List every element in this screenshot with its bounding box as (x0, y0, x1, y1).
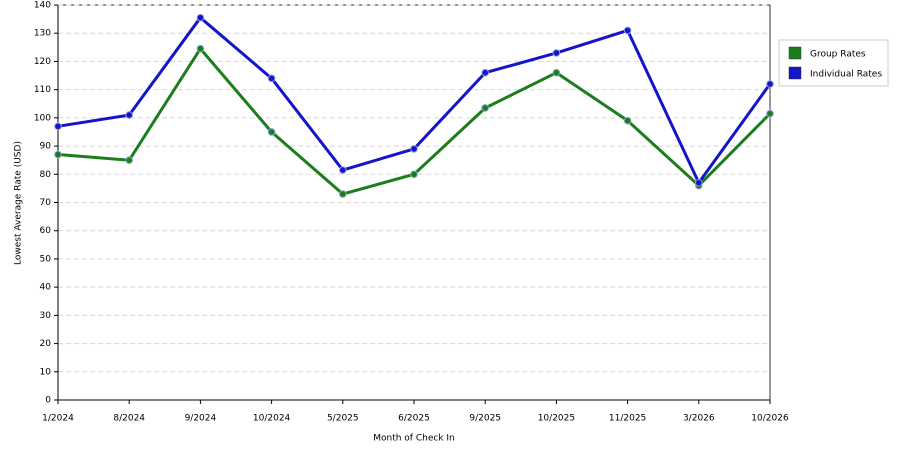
point (766, 109, 774, 118)
point (196, 44, 205, 53)
point (766, 80, 774, 88)
point (623, 116, 632, 125)
y-tick-label: 110 (34, 85, 51, 95)
point (481, 68, 490, 77)
x-axis-label: Month of Check In (373, 434, 455, 444)
y-tick-label: 10 (40, 367, 52, 377)
point (481, 104, 490, 112)
point (552, 68, 561, 77)
point (54, 122, 62, 131)
y-tick-label: 60 (40, 226, 52, 236)
point (196, 13, 205, 22)
point (695, 178, 703, 187)
point (339, 166, 347, 174)
point (267, 74, 276, 83)
x-tick-label: 10/2026 (751, 414, 789, 424)
x-tick-label: 5/2025 (327, 414, 359, 424)
x-tick-label: 3/2026 (683, 414, 715, 424)
y-tick-label: 20 (40, 339, 52, 349)
point (125, 111, 133, 119)
y-tick-label: 50 (40, 254, 52, 264)
y-tick-label: 140 (34, 1, 51, 11)
point (410, 170, 418, 179)
legend-swatch (788, 66, 802, 80)
point (267, 128, 276, 136)
y-tick-label: 100 (34, 113, 51, 123)
x-tick-label: 11/2025 (609, 414, 646, 424)
y-axis-label: Lowest Average Rate (USD) (14, 141, 24, 265)
legend-label: Individual Rates (810, 70, 882, 80)
x-tick-label: 10/2024 (253, 414, 291, 424)
point (125, 156, 133, 164)
point (339, 190, 347, 198)
x-tick-label: 10/2025 (538, 414, 575, 424)
y-tick-label: 120 (34, 57, 51, 67)
point (410, 145, 418, 153)
x-tick-label: 1/2024 (42, 414, 74, 424)
legend-swatch (788, 46, 802, 60)
y-tick-label: 90 (40, 142, 52, 152)
y-tick-label: 40 (40, 283, 52, 293)
x-tick-label: 8/2024 (113, 414, 145, 424)
point (552, 49, 561, 57)
y-tick-label: 70 (40, 198, 52, 208)
y-tick-label: 30 (40, 311, 52, 321)
legend-label: Group Rates (810, 50, 866, 60)
x-tick-label: 6/2025 (398, 414, 430, 424)
y-tick-label: 130 (34, 29, 51, 39)
point (623, 26, 632, 35)
x-tick-label: 9/2025 (469, 414, 501, 424)
point (54, 150, 62, 159)
y-tick-label: 80 (40, 170, 52, 180)
x-tick-label: 9/2024 (185, 414, 217, 424)
y-tick-label: 0 (45, 396, 51, 406)
